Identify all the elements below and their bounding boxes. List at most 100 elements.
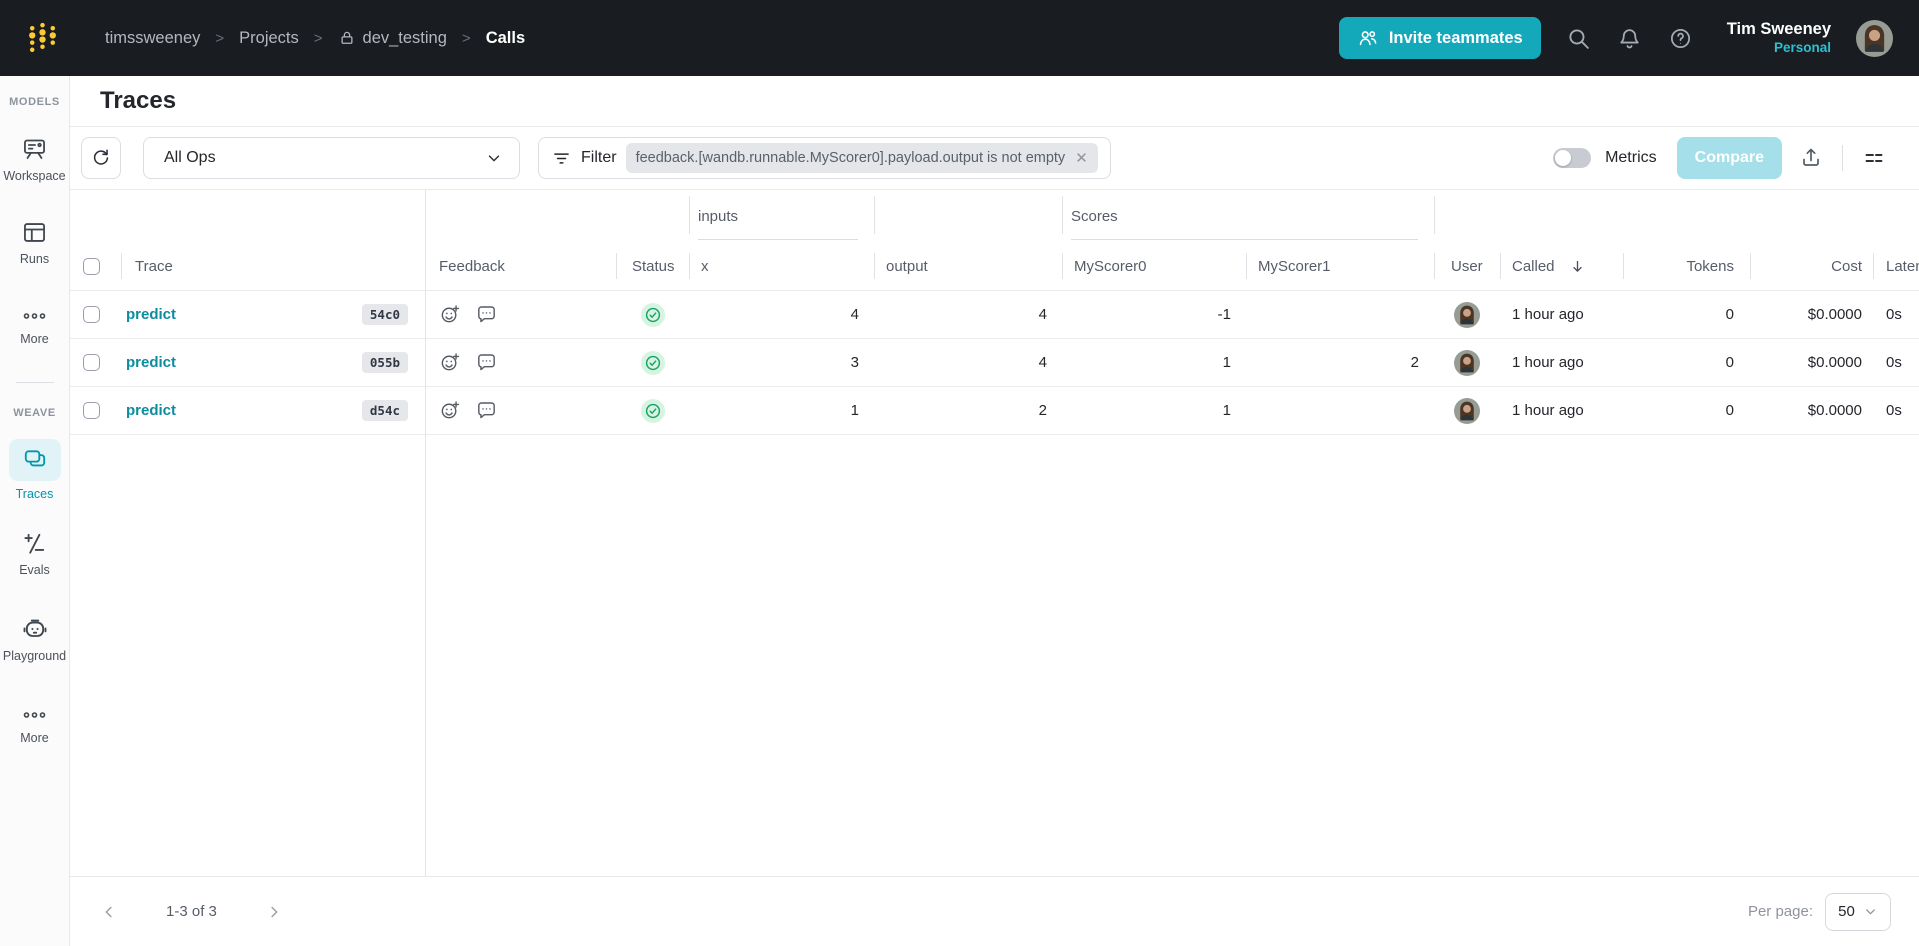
call-id-badge[interactable]: 055b <box>361 352 408 373</box>
user-avatar[interactable] <box>1454 301 1480 328</box>
column-header-cost[interactable]: Cost <box>1750 242 1873 290</box>
more-icon <box>23 313 46 319</box>
chevron-left-icon[interactable] <box>94 897 124 927</box>
sidebar-item-traces[interactable]: Traces <box>8 439 61 501</box>
close-icon[interactable]: ✕ <box>1075 149 1088 167</box>
cell-tokens: 0 <box>1725 354 1734 371</box>
column-header-user[interactable]: User <box>1434 242 1500 290</box>
export-icon[interactable] <box>1796 145 1826 171</box>
bell-icon[interactable] <box>1617 25 1643 51</box>
user-avatar[interactable] <box>1454 349 1480 376</box>
calls-toolbar: All Ops Filter feedback.[wandb.runnable.… <box>70 127 1919 190</box>
column-header-status[interactable]: Status <box>616 242 689 290</box>
navbar-avatar[interactable] <box>1856 19 1893 57</box>
per-page-label: Per page: <box>1747 903 1813 920</box>
group-header-row: inputs Scores <box>70 190 1919 242</box>
sidebar-item-models-more[interactable]: More <box>20 306 49 346</box>
workspace-icon <box>24 139 45 159</box>
column-header-latency[interactable]: Latency <box>1873 242 1919 290</box>
table-row[interactable]: predict 54c0 <box>70 291 1919 339</box>
per-page-select[interactable]: 50 <box>1825 892 1891 931</box>
column-header-myscorer1[interactable]: MyScorer1 <box>1246 242 1434 290</box>
invite-teammates-button[interactable]: Invite teammates <box>1338 17 1541 59</box>
row-checkbox[interactable] <box>83 402 100 419</box>
pagination-range: 1-3 of 3 <box>166 903 217 920</box>
breadcrumb-separator: > <box>461 29 471 47</box>
op-link[interactable]: predict <box>126 306 177 323</box>
op-selector-value: All Ops <box>164 149 216 166</box>
sidebar-divider <box>15 382 54 383</box>
cell-myscorer0: -1 <box>1217 306 1231 323</box>
top-navbar: timssweeney > Projects > dev_testing > C… <box>0 0 1919 76</box>
column-header-output[interactable]: output <box>874 242 1062 290</box>
compare-button[interactable]: Compare <box>1676 137 1782 179</box>
sidebar-item-runs[interactable]: Runs <box>20 219 49 266</box>
pinned-column-divider <box>425 190 426 876</box>
sidebar-item-workspace[interactable]: Workspace <box>3 136 66 183</box>
lock-icon <box>341 31 353 44</box>
sidebar-item-weave-more[interactable]: More <box>20 705 49 745</box>
filter-icon <box>554 152 569 164</box>
sidebar-section-weave: WEAVE <box>13 407 56 419</box>
more-icon <box>23 712 46 718</box>
add-reaction-icon[interactable] <box>439 303 462 326</box>
sidebar-item-playground[interactable]: Playground <box>3 615 66 663</box>
column-header-tokens[interactable]: Tokens <box>1623 242 1750 290</box>
filter-chip[interactable]: feedback.[wandb.runnable.MyScorer0].payl… <box>625 143 1098 173</box>
column-header-called[interactable]: Called <box>1500 242 1623 290</box>
op-link[interactable]: predict <box>126 354 177 371</box>
cell-called: 1 hour ago <box>1512 306 1584 323</box>
breadcrumb: timssweeney > Projects > dev_testing > C… <box>105 29 525 48</box>
column-header-trace[interactable]: Trace <box>121 242 425 290</box>
refresh-button[interactable] <box>81 137 121 179</box>
call-id-badge[interactable]: 54c0 <box>361 304 408 325</box>
column-header-myscorer0[interactable]: MyScorer0 <box>1062 242 1246 290</box>
cell-called: 1 hour ago <box>1512 354 1584 371</box>
user-menu[interactable]: Tim Sweeney Personal <box>1727 19 1831 57</box>
column-settings-icon[interactable] <box>1859 145 1889 171</box>
breadcrumb-entity[interactable]: timssweeney <box>105 28 201 47</box>
cell-myscorer1 <box>1246 387 1434 434</box>
cell-latency: 0s <box>1886 354 1902 371</box>
row-checkbox[interactable] <box>83 354 100 371</box>
user-avatar[interactable] <box>1454 397 1480 424</box>
column-header-x[interactable]: x <box>689 242 874 290</box>
column-header-row: Trace Feedback Status x output MyScorer0… <box>70 242 1919 291</box>
sidebar-item-evals[interactable]: Evals <box>19 531 50 577</box>
column-header-feedback[interactable]: Feedback <box>439 257 505 275</box>
call-id-badge[interactable]: d54c <box>361 400 408 421</box>
cell-input-x: 4 <box>850 306 859 323</box>
cell-cost: $0.0000 <box>1807 354 1862 371</box>
cell-input-x: 1 <box>850 402 859 419</box>
row-checkbox[interactable] <box>83 306 100 323</box>
op-selector[interactable]: All Ops <box>143 137 520 179</box>
select-all-checkbox[interactable] <box>83 257 100 275</box>
add-reaction-icon[interactable] <box>439 351 462 374</box>
evals-icon <box>24 533 45 554</box>
chevron-down-icon <box>1865 909 1875 915</box>
op-link[interactable]: predict <box>126 402 177 419</box>
add-reaction-icon[interactable] <box>439 399 462 422</box>
refresh-icon <box>93 149 109 165</box>
chevron-right-icon[interactable] <box>259 897 289 927</box>
search-icon[interactable] <box>1566 25 1592 51</box>
sidebar-section-models: MODELS <box>9 96 60 108</box>
comment-icon[interactable] <box>475 399 498 422</box>
filter-bar[interactable]: Filter feedback.[wandb.runnable.MyScorer… <box>538 137 1111 179</box>
table-row[interactable]: predict d54c <box>70 387 1919 435</box>
pagination-bar: 1-3 of 3 Per page: 50 <box>70 876 1919 946</box>
cell-called: 1 hour ago <box>1512 402 1584 419</box>
comment-icon[interactable] <box>475 351 498 374</box>
breadcrumb-calls[interactable]: Calls <box>485 28 526 47</box>
wandb-logo-icon[interactable] <box>26 20 59 57</box>
breadcrumb-project[interactable]: dev_testing <box>338 29 447 48</box>
comment-icon[interactable] <box>475 303 498 326</box>
traces-icon <box>24 450 45 467</box>
cell-myscorer0: 1 <box>1222 402 1231 419</box>
cell-tokens: 0 <box>1725 306 1734 323</box>
breadcrumb-projects[interactable]: Projects <box>239 28 299 47</box>
metrics-toggle[interactable] <box>1553 148 1592 168</box>
help-icon[interactable] <box>1668 25 1694 51</box>
chevron-down-icon <box>488 155 500 162</box>
table-row[interactable]: predict 055b <box>70 339 1919 387</box>
